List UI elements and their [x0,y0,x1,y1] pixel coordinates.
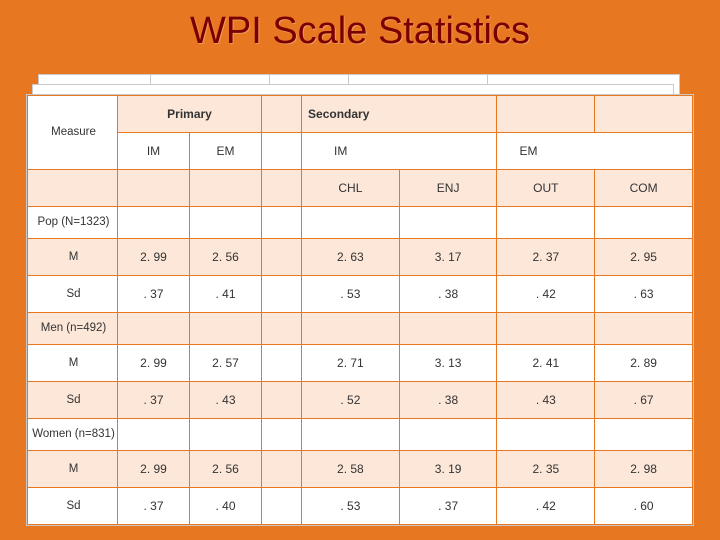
cell: . 53 [302,487,400,524]
table-row: M 2. 99 2. 57 2. 71 3. 13 2. 41 2. 89 [28,344,693,381]
table-row: Sd . 37 . 43 . 52 . 38 . 43 . 67 [28,381,693,418]
cell: 2. 89 [595,344,693,381]
cell: . 37 [399,487,497,524]
col-chl: CHL [302,169,400,206]
page-title: WPI Scale Statistics [0,0,720,59]
spacer-cell [262,96,302,133]
cell: 2. 71 [302,344,400,381]
spacer-cell [595,96,693,133]
row-label-m: M [28,238,118,275]
stats-table: Measure Primary Secondary IM EM IM EM [27,95,693,525]
group-pop: Pop (N=1323) [28,206,118,238]
table-row: Men (n=492) [28,312,693,344]
row-label-sd: Sd [28,275,118,312]
col-im-primary: IM [118,132,190,169]
cell: . 43 [497,381,595,418]
cell: . 67 [595,381,693,418]
table-row: Pop (N=1323) [28,206,693,238]
table-row: IM EM IM EM [28,132,693,169]
col-im-secondary: IM [302,132,497,169]
cell: . 60 [595,487,693,524]
table-row: Sd . 37 . 41 . 53 . 38 . 42 . 63 [28,275,693,312]
cell: . 42 [497,275,595,312]
row-label-m: M [28,450,118,487]
cell: 2. 99 [118,450,190,487]
slide: WPI Scale Statistics Primary Secondary M… [0,0,720,540]
table-row: Sd . 37 . 40 . 53 . 37 . 42 . 60 [28,487,693,524]
cell: 2. 56 [190,238,262,275]
col-group-secondary: Secondary [302,96,497,133]
cell: . 42 [497,487,595,524]
col-com: COM [595,169,693,206]
cell: . 63 [595,275,693,312]
table-row: Women (n=831) [28,418,693,450]
col-group-primary: Primary [118,96,262,133]
cell: 2. 58 [302,450,400,487]
row-label-sd: Sd [28,381,118,418]
group-men: Men (n=492) [28,312,118,344]
group-women: Women (n=831) [28,418,118,450]
cell: 2. 41 [497,344,595,381]
row-label-m: M [28,344,118,381]
col-em-primary: EM [190,132,262,169]
cell: 3. 19 [399,450,497,487]
table-row: Measure Primary Secondary [28,96,693,133]
col-enj: ENJ [399,169,497,206]
cell: . 38 [399,275,497,312]
cell: 2. 35 [497,450,595,487]
cell: 2. 57 [190,344,262,381]
spacer-cell [497,96,595,133]
cell: 3. 13 [399,344,497,381]
table-row: M 2. 99 2. 56 2. 63 3. 17 2. 37 2. 95 [28,238,693,275]
cell: . 40 [190,487,262,524]
cell: . 37 [118,275,190,312]
cell: . 41 [190,275,262,312]
cell: 2. 99 [118,344,190,381]
cell: 2. 98 [595,450,693,487]
cell: 2. 56 [190,450,262,487]
cell: 2. 99 [118,238,190,275]
col-em-secondary: EM [497,132,693,169]
cell: . 37 [118,487,190,524]
spacer-cell [262,169,302,206]
cell: . 38 [399,381,497,418]
cell: . 52 [302,381,400,418]
table-card: Measure Primary Secondary IM EM IM EM [26,94,694,526]
spacer-cell [118,169,190,206]
col-measure-header: Measure [28,96,118,170]
spacer-cell [190,169,262,206]
spacer-cell [262,132,302,169]
cell: 2. 63 [302,238,400,275]
table-row: M 2. 99 2. 56 2. 58 3. 19 2. 35 2. 98 [28,450,693,487]
cell: 2. 37 [497,238,595,275]
table-row: CHL ENJ OUT COM [28,169,693,206]
cell: . 53 [302,275,400,312]
cell: 3. 17 [399,238,497,275]
spacer-cell [28,169,118,206]
cell: . 37 [118,381,190,418]
col-out: OUT [497,169,595,206]
cell: 2. 95 [595,238,693,275]
row-label-sd: Sd [28,487,118,524]
cell: . 43 [190,381,262,418]
